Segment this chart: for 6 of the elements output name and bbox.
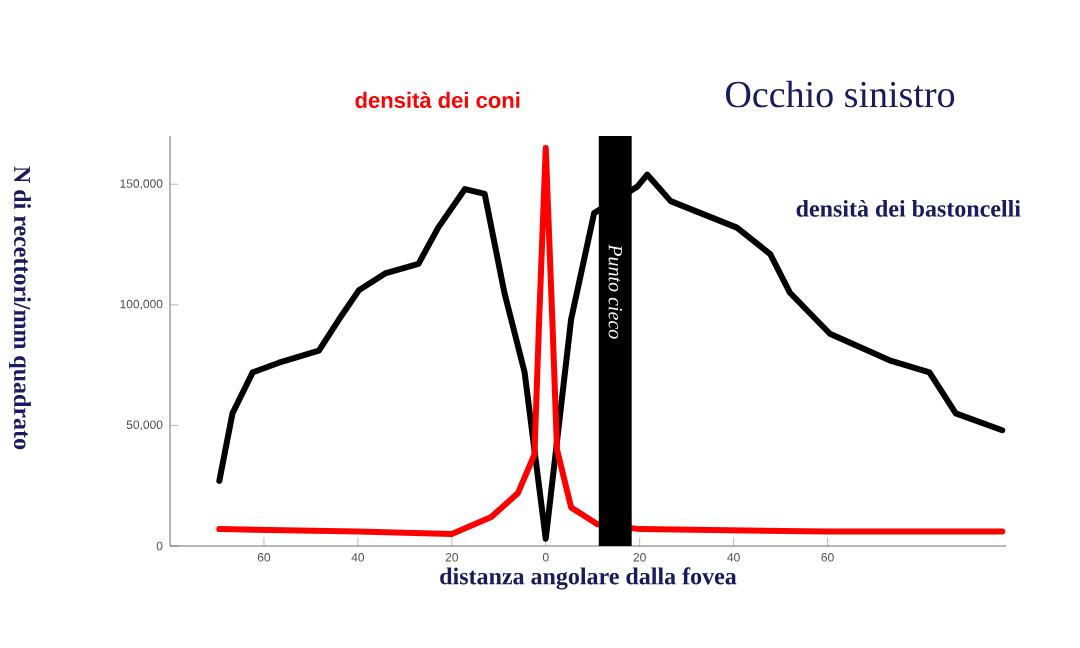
chart-title: Occhio sinistro [726, 80, 955, 108]
x-axis-title: distanza angolare dalla fovea [440, 567, 737, 590]
y-axis-title: N di recettori/mm quadrato [9, 166, 31, 450]
series-label: densità dei bastoncelli [796, 199, 1021, 217]
text: densità dei coni [355, 91, 520, 108]
band-label: Punto cieco [608, 244, 622, 339]
